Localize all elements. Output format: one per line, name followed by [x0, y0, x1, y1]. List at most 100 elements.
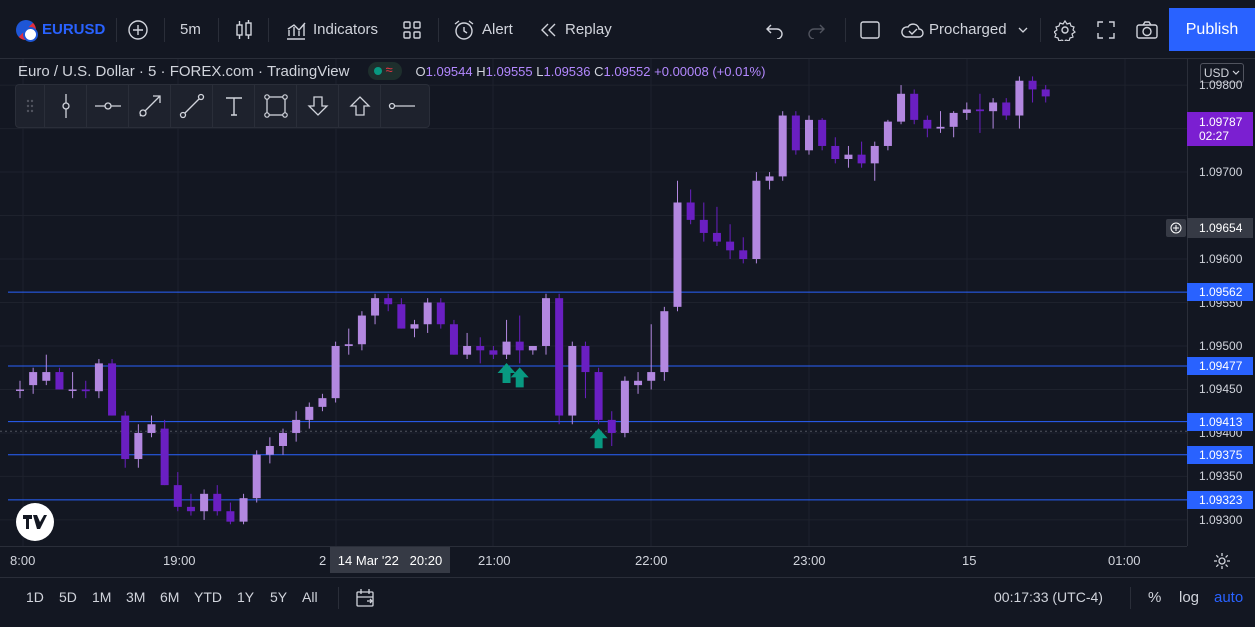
- range-button-3m[interactable]: 3M: [126, 589, 146, 605]
- trend-line-icon: [179, 93, 204, 119]
- tradingview-logo[interactable]: [16, 503, 54, 541]
- bottom-separator: [338, 587, 339, 609]
- change-value: +0.00008 (+0.01%): [654, 63, 766, 79]
- indicators-icon: [287, 22, 306, 40]
- candle-body: [29, 372, 38, 386]
- auto-scale-toggle[interactable]: auto: [1214, 589, 1243, 606]
- publish-button[interactable]: Publish: [1169, 8, 1255, 51]
- templates-button[interactable]: [401, 0, 423, 59]
- arrow-tool[interactable]: [128, 85, 170, 127]
- range-button-1m[interactable]: 1M: [92, 589, 112, 605]
- range-button-6m[interactable]: 6M: [160, 589, 180, 605]
- currency-selector[interactable]: USD: [1200, 63, 1244, 83]
- snapshot-button[interactable]: [1135, 0, 1159, 59]
- candle-body: [975, 109, 984, 112]
- undo-button[interactable]: [765, 0, 785, 59]
- candlestick-chart[interactable]: [0, 59, 1187, 546]
- symbol-search-button[interactable]: EURUSD: [16, 0, 105, 59]
- candle-body: [502, 341, 511, 355]
- text-icon: [225, 97, 242, 116]
- horizontal-line-tool[interactable]: [380, 85, 422, 127]
- vertical-line-tool[interactable]: [44, 85, 86, 127]
- auto-label: auto: [1214, 589, 1244, 606]
- candle-body: [397, 304, 406, 329]
- buy-arrow-icon: [510, 367, 529, 388]
- percent-scale-toggle[interactable]: %: [1148, 589, 1161, 606]
- candle-body: [962, 109, 971, 113]
- candle-body: [989, 102, 998, 112]
- range-button-5y[interactable]: 5Y: [270, 589, 288, 605]
- arrow-up-tool[interactable]: [338, 85, 380, 127]
- time-axis[interactable]: [0, 546, 1187, 576]
- add-alert-icon[interactable]: [1166, 219, 1186, 237]
- range-button-1y[interactable]: 1Y: [237, 589, 255, 605]
- percent-label: %: [1148, 589, 1162, 606]
- gear-icon: [1214, 553, 1230, 569]
- high-label: H: [476, 63, 486, 79]
- alert-button[interactable]: Alert: [452, 0, 513, 59]
- date-range-button[interactable]: [355, 588, 375, 613]
- fullscreen-button[interactable]: [1096, 0, 1116, 59]
- fullscreen-toggle-button[interactable]: [859, 0, 881, 59]
- replay-button[interactable]: Replay: [539, 0, 612, 59]
- candle-body: [449, 324, 458, 355]
- interval-button[interactable]: 5m: [180, 0, 201, 59]
- rectangle-tool[interactable]: [254, 85, 296, 127]
- rectangle-icon: [860, 20, 880, 39]
- grid-icon: [403, 20, 421, 39]
- candle-body: [647, 372, 656, 381]
- buy-arrow-icon: [497, 363, 516, 384]
- level-price-label: 1.09477: [1187, 356, 1253, 375]
- candle-body: [55, 372, 64, 390]
- symbol-label: EURUSD: [42, 21, 106, 38]
- candle-body: [384, 298, 393, 305]
- candle-body: [239, 498, 248, 522]
- clock-timezone[interactable]: 00:17:33 (UTC-4): [994, 589, 1103, 605]
- compare-button[interactable]: [127, 0, 149, 59]
- drag-handle[interactable]: [16, 85, 44, 127]
- log-scale-toggle[interactable]: log: [1179, 589, 1199, 606]
- candle-body: [620, 380, 629, 433]
- candle-body: [528, 345, 537, 351]
- range-button-all[interactable]: All: [302, 589, 318, 605]
- low-label: L: [536, 63, 544, 79]
- replay-label: Replay: [565, 21, 612, 38]
- redo-button[interactable]: [806, 0, 826, 59]
- candle-body: [897, 93, 906, 122]
- layout-menu-button[interactable]: Procharged: [899, 0, 1029, 59]
- rectangle-icon: [263, 94, 288, 118]
- candle-body: [134, 432, 143, 460]
- horizontal-ray-tool[interactable]: [86, 85, 128, 127]
- trend-line-tool[interactable]: [170, 85, 212, 127]
- candle-body: [765, 176, 774, 181]
- candle-body: [1002, 102, 1011, 116]
- interval-label: 5m: [180, 21, 201, 38]
- range-button-1d[interactable]: 1D: [26, 589, 44, 605]
- indicators-button[interactable]: Indicators: [285, 0, 378, 59]
- text-tool[interactable]: [212, 85, 254, 127]
- candle-body: [844, 154, 853, 160]
- level-price-label: 1.09323: [1187, 490, 1253, 509]
- candle-body: [542, 298, 550, 346]
- price-axis[interactable]: USD: [1187, 59, 1255, 546]
- time-tick-label: 2: [319, 553, 327, 568]
- chart-type-button[interactable]: [234, 0, 254, 59]
- axis-settings-button[interactable]: [1212, 551, 1232, 576]
- time-cursor-label: 14 Mar '22 20:20: [330, 547, 450, 573]
- candle-body: [476, 345, 485, 351]
- settings-button[interactable]: [1054, 0, 1076, 59]
- symbol-title[interactable]: Euro / U.S. Dollar · 5 · FOREX.com · Tra…: [18, 62, 350, 80]
- close-value: 1.09552: [603, 63, 651, 79]
- candle-body: [699, 219, 708, 233]
- alert-label: Alert: [482, 21, 513, 38]
- log-label: log: [1179, 589, 1200, 606]
- redo-icon: [808, 24, 825, 39]
- candle-body: [857, 154, 866, 164]
- candle-body: [357, 315, 366, 345]
- candle-body: [712, 232, 721, 242]
- range-button-5d[interactable]: 5D: [59, 589, 77, 605]
- chart-pane[interactable]: [0, 59, 1187, 546]
- range-button-ytd[interactable]: YTD: [194, 589, 222, 605]
- arrow-down-tool[interactable]: [296, 85, 338, 127]
- candle-body: [673, 202, 682, 307]
